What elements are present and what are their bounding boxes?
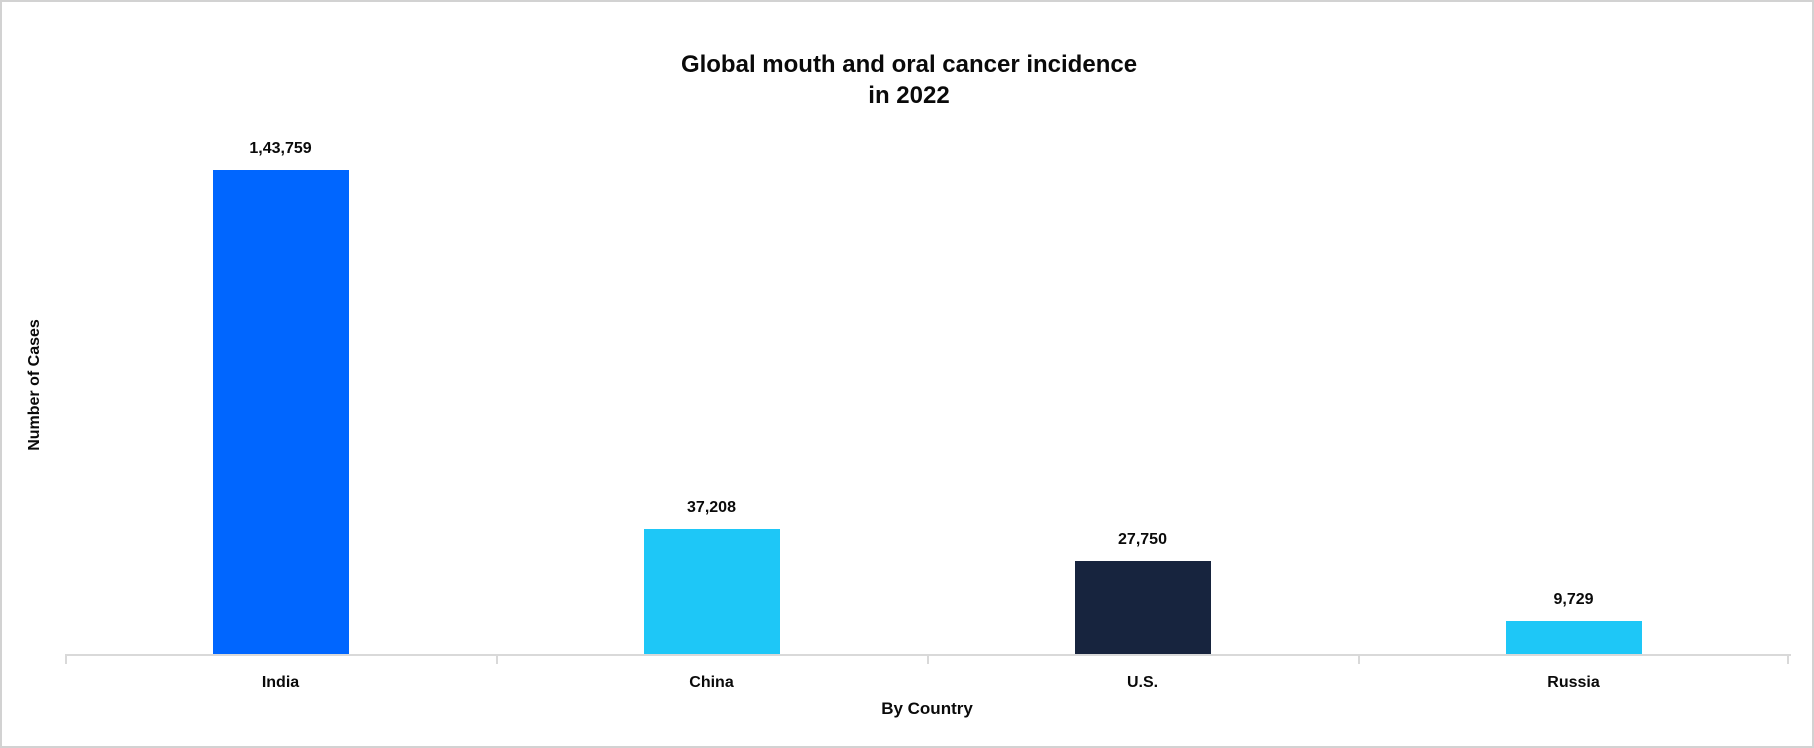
bar-russia [1505, 621, 1642, 654]
value-label-india: 1,43,759 [249, 140, 312, 157]
category-label-india: India [261, 674, 300, 691]
x-axis-tick [1358, 654, 1360, 664]
chart-title-line2: in 2022 [868, 82, 950, 109]
x-axis-tick [496, 654, 498, 664]
category-label-china: China [689, 674, 734, 691]
x-axis-title: By Country [881, 699, 973, 718]
chart-title-line1: Global mouth and oral cancer incidence [680, 51, 1138, 78]
bar-india [212, 170, 349, 654]
value-label-u-s: 27,750 [1118, 531, 1167, 548]
x-axis-tick [65, 654, 67, 664]
bar-u-s [1074, 561, 1211, 654]
chart-title: Global mouth and oral cancer incidence i… [2, 49, 1812, 111]
x-axis-tick [1787, 654, 1789, 664]
x-axis-tick [927, 654, 929, 664]
value-label-china: 37,208 [687, 499, 736, 516]
bar-china [643, 529, 780, 654]
category-label-russia: Russia [1547, 674, 1600, 691]
category-label-u-s: U.S. [1126, 674, 1159, 691]
value-label-russia: 9,729 [1553, 591, 1594, 608]
